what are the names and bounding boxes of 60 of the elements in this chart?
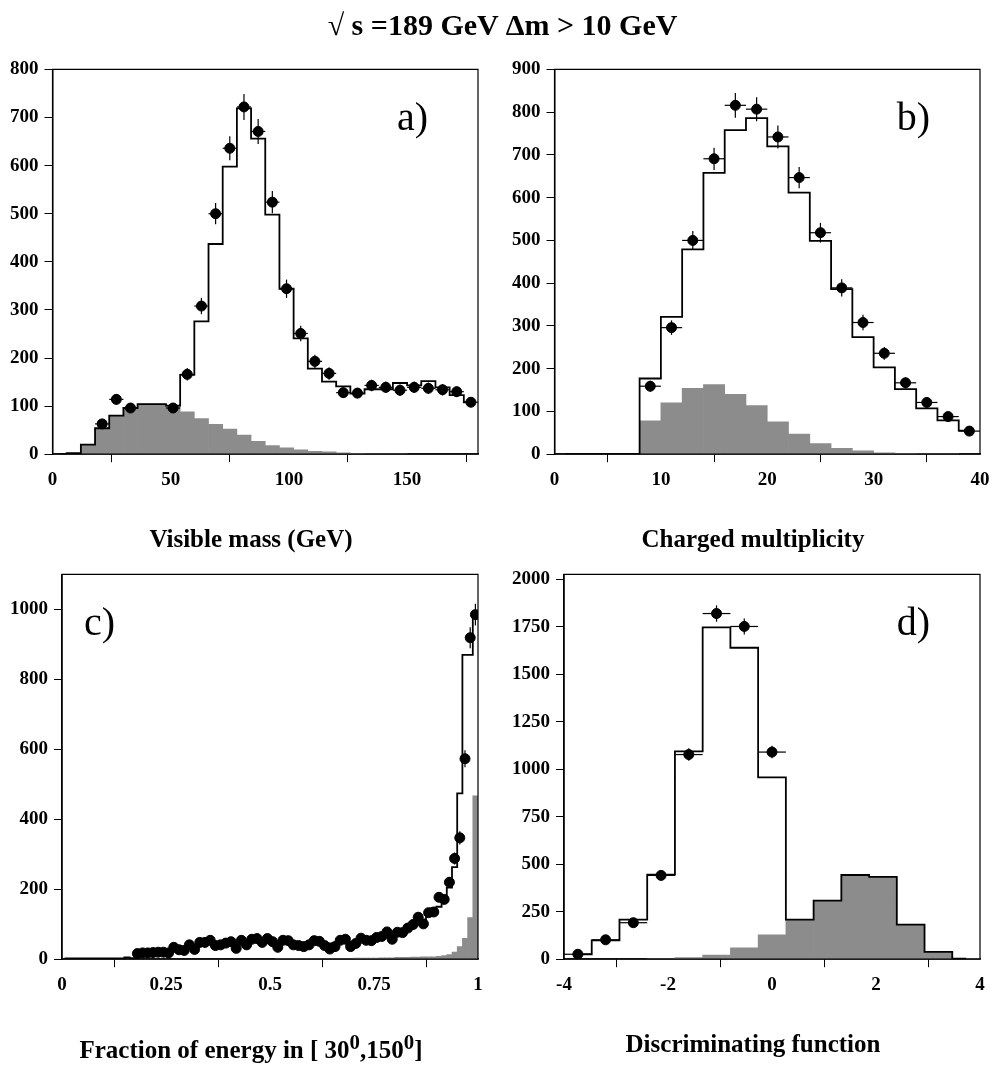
y-tick-label: 0 [531,442,541,464]
x-tick-label: 4 [975,972,986,994]
x-tick-label: -2 [660,972,676,994]
annotation: b) [896,93,930,139]
y-tick-label: 900 [512,57,541,79]
x-tick-label: 20 [757,467,777,489]
y-tick-label: 400 [512,271,541,293]
x-tick-label: 150 [392,467,422,489]
y-tick-label: 0 [540,947,550,969]
annotation: a) [396,93,428,139]
annotation: c) [84,598,116,644]
y-tick-label: 300 [10,297,39,319]
y-tick-label: 400 [19,807,48,829]
y-tick-label: 100 [10,394,39,416]
y-tick-label: 750 [521,804,550,826]
y-tick-label: 2000 [512,567,550,589]
y-tick-label: 100 [512,399,541,421]
y-tick-label: 800 [19,667,48,689]
x-axis-title: Discriminating function [624,1030,882,1058]
y-tick-label: 200 [512,356,541,378]
y-tick-label: 600 [512,185,541,207]
y-tick-label: 1500 [512,662,550,684]
y-tick-label: 700 [10,105,39,127]
y-tick-label: 500 [512,228,541,250]
y-tick-label: 1000 [512,757,550,779]
x-tick-label: 1 [473,972,483,994]
x-tick-label: 2 [871,972,881,994]
y-tick-label: 0 [38,947,48,969]
x-axis-title: Visible mass (GeV) [148,525,354,553]
y-tick-label: 250 [521,899,550,921]
y-tick-label: 800 [512,100,541,122]
y-tick-label: 1000 [10,597,48,619]
x-tick-label: -4 [556,972,573,994]
y-tick-label: 800 [10,57,39,79]
x-tick-label: 30 [864,467,884,489]
x-tick-label: 0.75 [357,972,391,994]
x-tick-label: 0 [57,972,67,994]
y-tick-label: 700 [512,142,541,164]
y-tick-label: 200 [19,877,48,899]
y-tick-label: 300 [512,313,541,335]
y-tick-label: 600 [19,737,48,759]
x-axis-title: Charged multiplicity [640,525,866,553]
x-tick-label: 0.25 [149,972,183,994]
x-tick-label: 10 [651,467,671,489]
chart-title: √ s =189 GeV Δm > 10 GeV [326,8,679,42]
y-tick-label: 200 [10,345,39,367]
y-tick-label: 400 [10,249,39,271]
y-tick-label: 1250 [512,709,550,731]
x-tick-label: 50 [161,467,181,489]
y-tick-label: 500 [10,201,39,223]
x-tick-label: 0.5 [258,972,282,994]
y-tick-label: 500 [521,852,550,874]
x-tick-label: 40 [970,467,990,489]
y-tick-label: 600 [10,153,39,175]
x-axis-title: Fraction of energy in [ 30$^{0}$,150$^{0}$] [78,1030,424,1065]
y-tick-label: 0 [29,442,39,464]
x-tick-label: 100 [274,467,304,489]
x-tick-label: 0 [767,972,777,994]
annotation: d) [896,598,930,644]
y-tick-label: 1750 [512,614,550,636]
